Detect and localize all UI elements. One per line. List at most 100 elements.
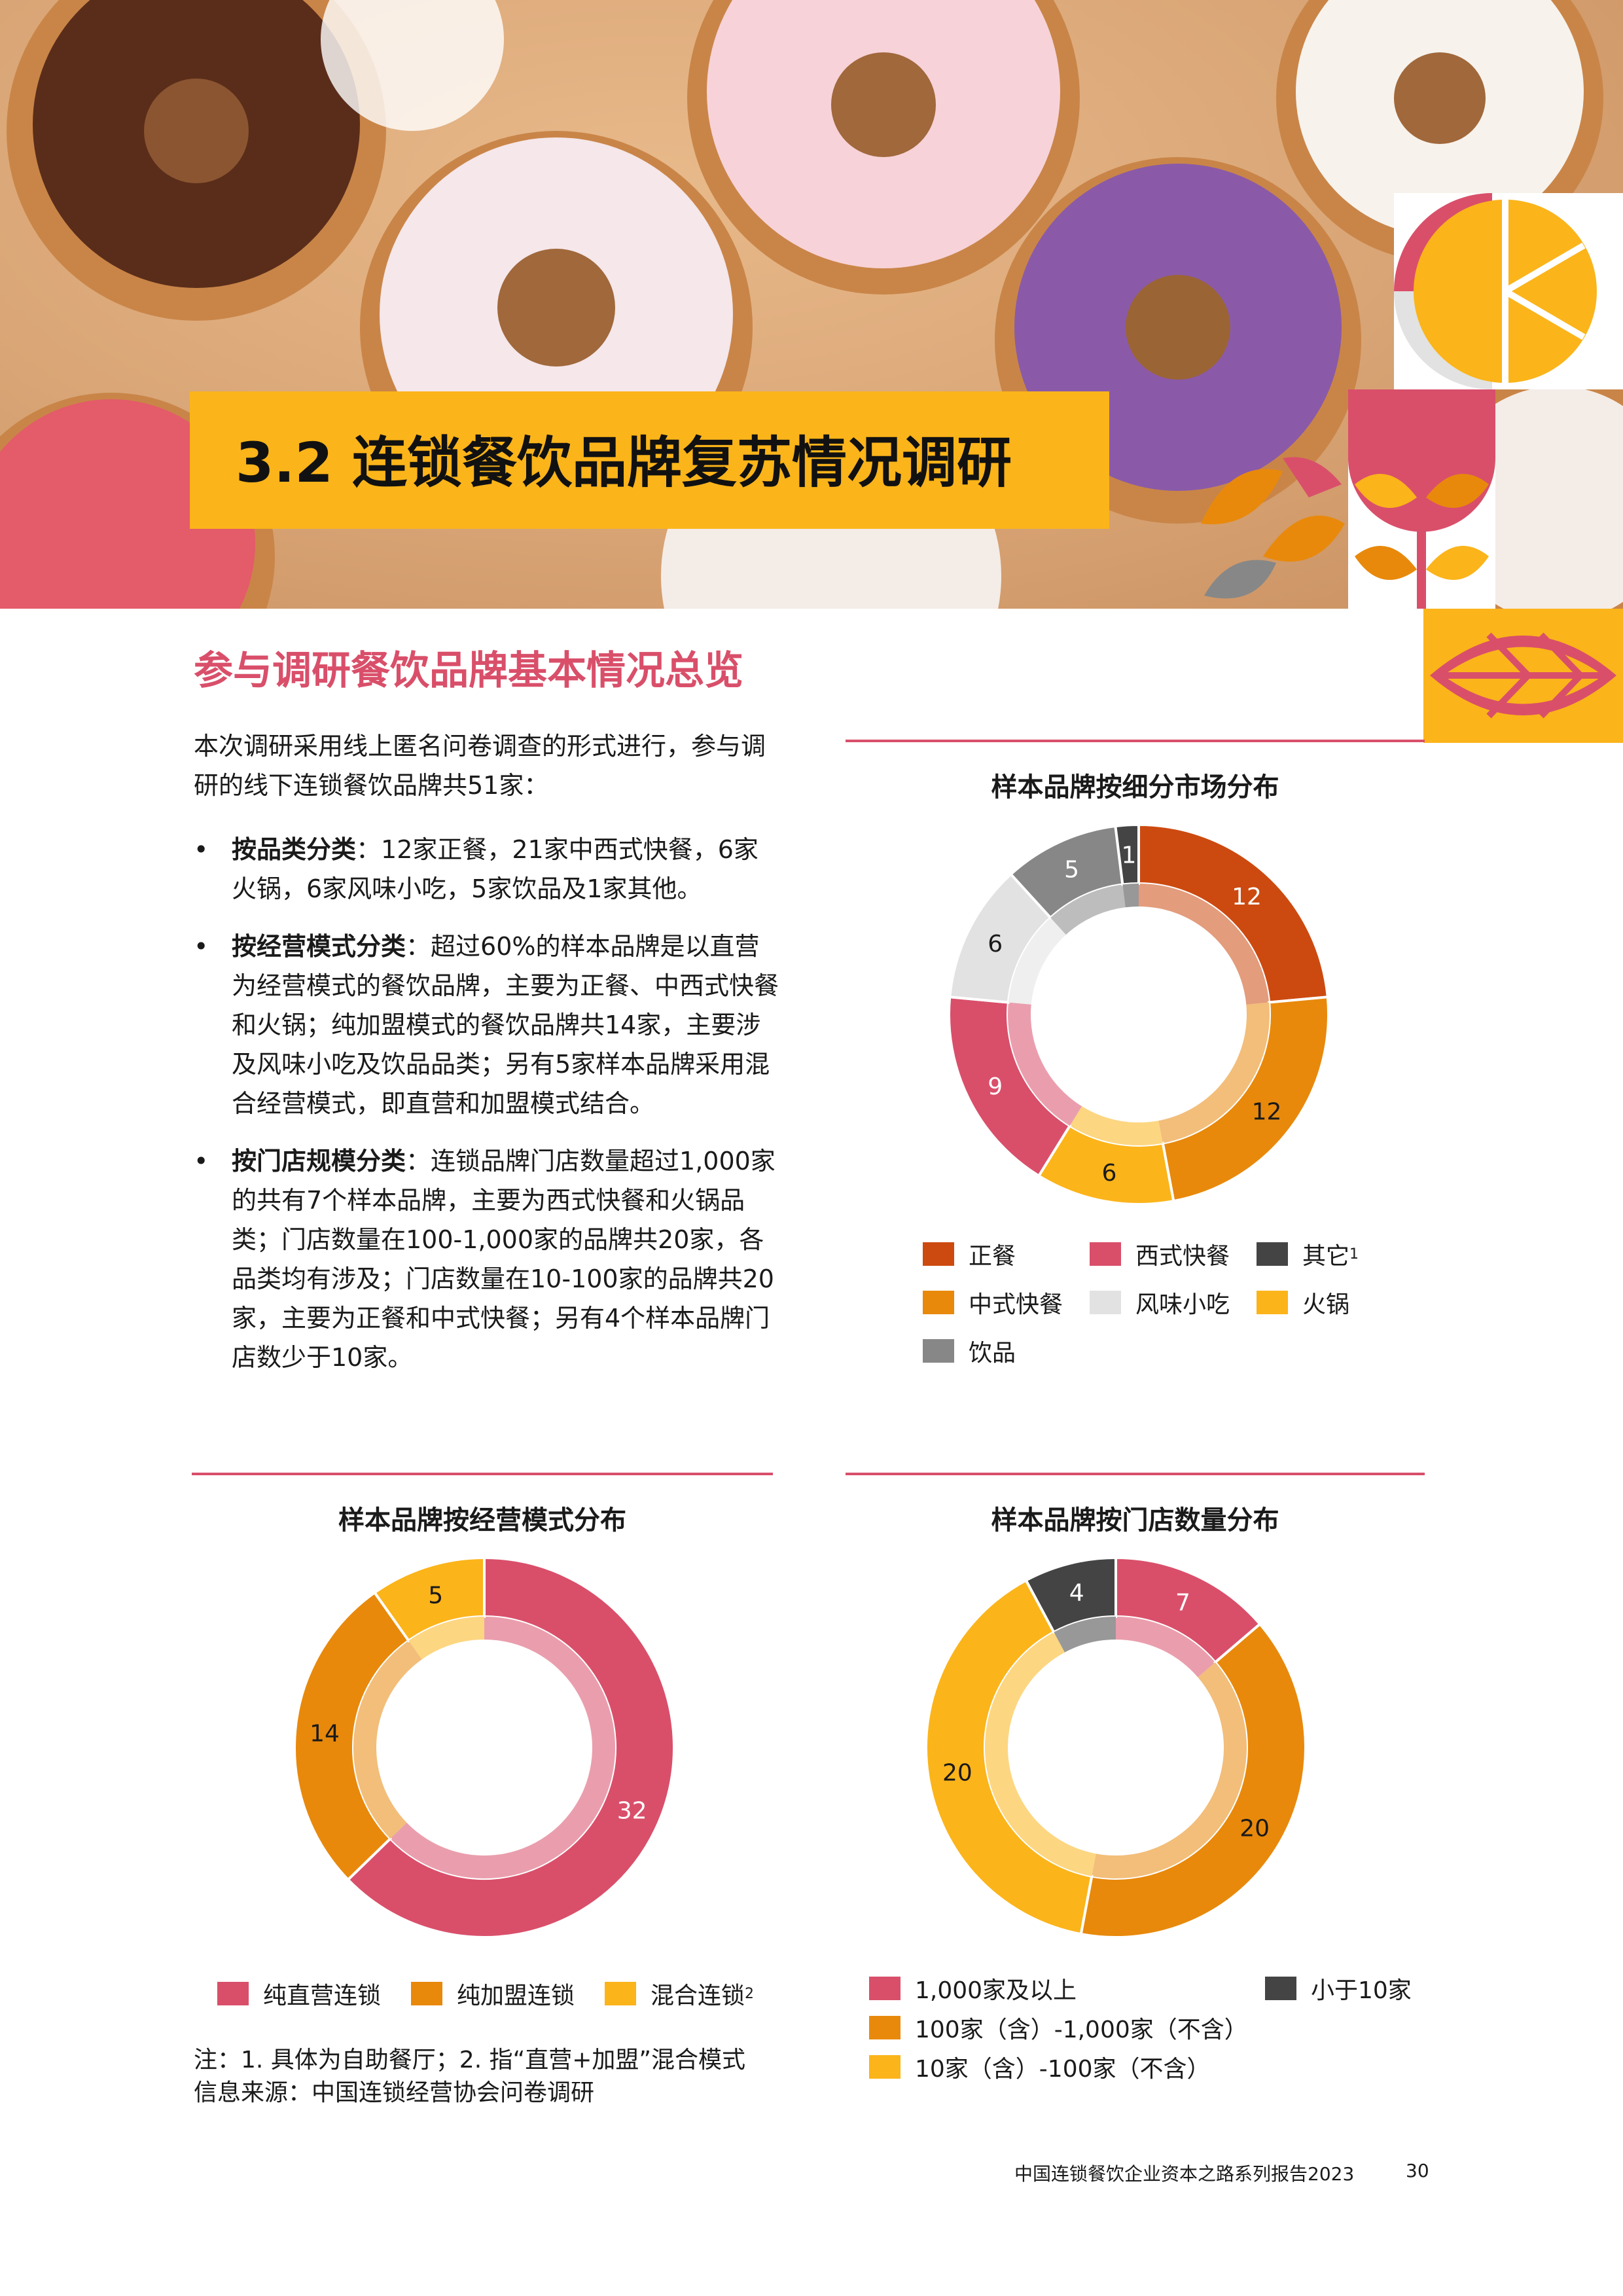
page-title: 3.2 连锁餐饮品牌复苏情况调研 <box>236 431 1012 495</box>
legend-item: 正餐 <box>923 1237 1090 1271</box>
legend-label: 饮品 <box>969 1340 1016 1367</box>
legend-swatch <box>923 1339 954 1363</box>
legend-swatch <box>217 1982 249 2005</box>
legend-footnote-marker: 2 <box>745 1985 755 2002</box>
donut-slice-inner-ring <box>1069 1106 1163 1145</box>
donut-value-label: 12 <box>1232 884 1262 910</box>
bullet-item-operation: • 按经营模式分类：超过60%的样本品牌是以直营为经营模式的餐饮品牌，主要为正餐… <box>194 927 783 1123</box>
donut-slice-inner-ring <box>1122 884 1139 908</box>
legend-label: 风味小吃 <box>1135 1291 1230 1318</box>
donut-value-label: 1 <box>1121 842 1136 869</box>
chart-store-count-donut: 7 20 20 4 <box>925 1556 1307 1939</box>
legend-item: 西式快餐 <box>1090 1237 1257 1271</box>
donut-value-label: 12 <box>1252 1099 1282 1126</box>
chart2-title: 样本品牌按经营模式分布 <box>338 1505 626 1535</box>
bullet-text: ：超过60%的样本品牌是以直营为经营模式的餐饮品牌，主要为正餐、中西式快餐和火锅… <box>232 932 779 1118</box>
chart-segment-donut: 12 12 6 9 6 5 1 <box>948 823 1330 1206</box>
legend-item: 100家（含）-1,000家（不含） <box>869 2011 1248 2045</box>
legend-item: 10家（含）-100家（不含） <box>869 2050 1211 2084</box>
legend-item: 纯直营连锁 <box>217 1977 381 2011</box>
donut-slice-inner-ring <box>1092 1662 1247 1878</box>
legend-swatch <box>1265 1977 1296 2000</box>
footnote: 注：1. 具体为自助餐厅；2. 指“直营+加盟”混合模式 <box>194 2047 746 2073</box>
donut-slice-inner-ring <box>408 1617 484 1660</box>
source-note: 信息来源：中国连锁经营协会问卷调研 <box>194 2079 595 2106</box>
donut-value-label: 6 <box>988 931 1003 958</box>
donut-slice-inner-ring <box>1054 1617 1116 1653</box>
donut-slice-inner-ring <box>353 1640 422 1839</box>
legend-swatch <box>923 1242 954 1266</box>
donut-slice-inner-ring <box>1116 1617 1215 1677</box>
legend-label: 混合连锁 <box>651 1982 745 2009</box>
footer-report-title: 中国连锁餐饮企业资本之路系列报告2023 <box>1014 2163 1355 2185</box>
hero-banner <box>0 0 1623 609</box>
legend-item: 饮品 <box>923 1334 1090 1368</box>
legend-label: 西式快餐 <box>1135 1243 1230 1270</box>
legend-swatch <box>1257 1242 1288 1266</box>
donut-slice-inner-ring <box>1139 884 1270 1005</box>
section-subtitle: 参与调研餐饮品牌基本情况总览 <box>194 648 743 694</box>
donut-value-label: 4 <box>1069 1579 1084 1606</box>
page-number: 30 <box>1406 2160 1429 2181</box>
bullet-text: ：连锁品牌门店数量超过1,000家的共有7个样本品牌，主要为西式快餐和火锅品类；… <box>232 1147 776 1372</box>
donut-value-label: 20 <box>942 1760 972 1787</box>
bullet-label: 按品类分类 <box>232 835 357 864</box>
donut-value-label: 5 <box>1064 856 1079 883</box>
legend-swatch <box>869 1977 901 2000</box>
title-bar <box>190 391 1109 529</box>
legend-item: 小于10家 <box>1265 1971 1412 2005</box>
legend-label: 100家（含）-1,000家（不含） <box>915 2017 1248 2043</box>
legend-label: 火锅 <box>1302 1291 1350 1318</box>
donut-value-label: 32 <box>617 1797 647 1824</box>
donut-slice-inner-ring <box>1008 918 1066 1005</box>
legend-swatch <box>869 2055 901 2079</box>
donut-slice <box>1161 996 1330 1203</box>
legend-label: 纯加盟连锁 <box>457 1982 575 2009</box>
chart-operation-donut: 32 14 5 <box>293 1556 675 1939</box>
donut-value-label: 7 <box>1175 1589 1190 1616</box>
donut-value-label: 14 <box>310 1720 340 1747</box>
legend-swatch <box>1257 1291 1288 1314</box>
legend-swatch <box>1090 1291 1121 1314</box>
donut-slice-inner-ring <box>985 1632 1096 1876</box>
bullet-dot: • <box>194 835 209 864</box>
legend-label: 10家（含）-100家（不含） <box>915 2056 1211 2083</box>
chart3-rule <box>846 1473 1425 1475</box>
donut-slice-inner-ring <box>1050 884 1126 935</box>
legend-item: 其它 1 <box>1257 1237 1387 1271</box>
legend-swatch <box>411 1982 443 2005</box>
bullet-label: 按门店规模分类 <box>232 1147 406 1175</box>
legend-swatch <box>605 1982 637 2005</box>
decor-geometric-motif <box>1201 193 1623 609</box>
legend-label: 1,000家及以上 <box>915 1977 1077 2004</box>
donut-slice <box>1137 823 1329 1004</box>
donut-slice-inner-ring <box>1158 1002 1270 1143</box>
bullet-dot: • <box>194 932 209 961</box>
chart2-rule <box>192 1473 773 1475</box>
legend-label: 小于10家 <box>1311 1977 1412 2004</box>
leaf-decor-icon <box>1423 609 1623 743</box>
legend-label: 中式快餐 <box>969 1291 1063 1318</box>
intro-paragraph: 本次调研采用线上匿名问卷调查的形式进行，参与调研的线下连锁餐饮品牌共51家： <box>194 732 766 800</box>
donut-slice-inner-ring <box>1008 1002 1082 1126</box>
chart3-legend: 1,000家及以上 100家（含）-1,000家（不含） 10家（含）-100家（不… <box>869 1971 1445 2089</box>
chart1-legend: 正餐 西式快餐 其它 1 中式快餐 风味小吃 火锅饮品 <box>923 1237 1446 1368</box>
donut-value-label: 5 <box>428 1583 443 1609</box>
legend-item: 混合连锁 2 <box>605 1977 754 2011</box>
chart3-title: 样本品牌按门店数量分布 <box>991 1505 1279 1535</box>
legend-swatch <box>923 1291 954 1314</box>
bullet-item-category: • 按品类分类：12家正餐，21家中西式快餐，6家火锅，6家风味小吃，5家饮品及… <box>194 830 783 908</box>
legend-item: 火锅 <box>1257 1285 1387 1319</box>
legend-label: 其它 <box>1302 1243 1350 1270</box>
legend-item: 中式快餐 <box>923 1285 1090 1319</box>
bullet-text: ：12家正餐，21家中西式快餐，6家火锅，6家风味小吃，5家饮品及1家其他。 <box>232 835 758 903</box>
donut-photo-illustration <box>0 0 1623 609</box>
bullet-item-store-scale: • 按门店规模分类：连锁品牌门店数量超过1,000家的共有7个样本品牌，主要为西… <box>194 1141 783 1377</box>
bullet-list: • 按品类分类：12家正餐，21家中西式快餐，6家火锅，6家风味小吃，5家饮品及… <box>194 830 783 1377</box>
donut-value-label: 9 <box>988 1073 1003 1100</box>
legend-swatch <box>1090 1242 1121 1266</box>
legend-item: 风味小吃 <box>1090 1285 1257 1319</box>
bullet-label: 按经营模式分类 <box>232 932 406 961</box>
legend-item: 1,000家及以上 <box>869 1971 1077 2005</box>
legend-label: 正餐 <box>969 1243 1016 1270</box>
